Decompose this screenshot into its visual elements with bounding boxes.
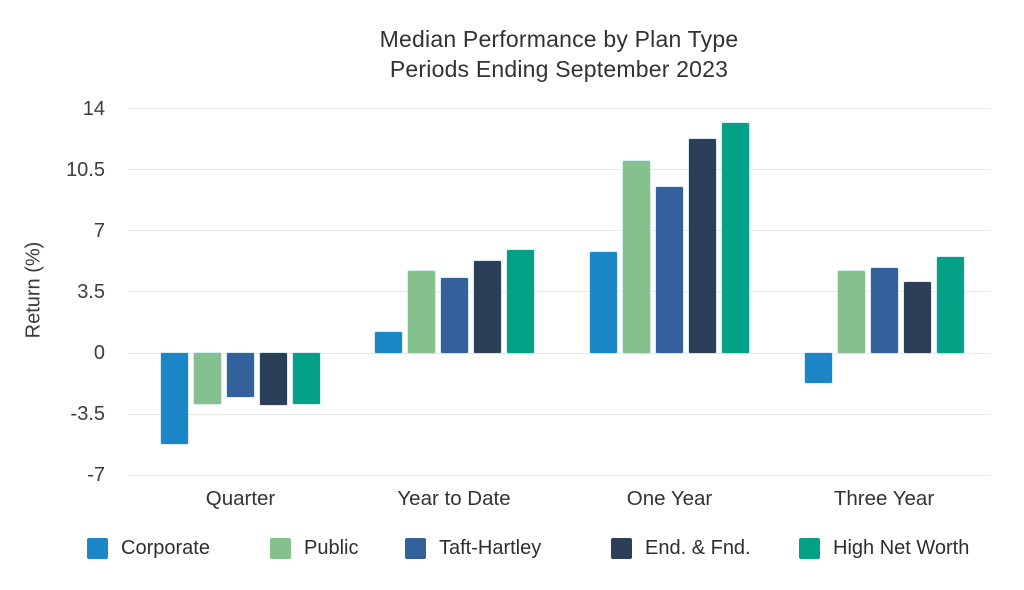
bar-high-net-worth-one-year <box>722 122 749 353</box>
x-category-label-one-year: One Year <box>626 487 713 510</box>
bar-public-quarter <box>194 353 221 404</box>
bar-end-fnd-quarter <box>260 353 287 406</box>
bar-corporate-three-year <box>804 353 832 383</box>
bar-public-three-year <box>837 271 865 353</box>
bar-taft-hartley-three-year <box>870 267 898 353</box>
legend-label-taft-hartley: Taft-Hartley <box>439 537 542 559</box>
legend-label-end-fnd: End. & Fnd. <box>645 537 751 559</box>
bar-corporate-year-to-date <box>374 332 402 353</box>
chart-title: Median Performance by Plan Type <box>379 26 739 52</box>
bar-corporate-one-year <box>590 251 617 353</box>
x-category-label-three-year: Three Year <box>833 487 935 510</box>
y-tick-label: 7 <box>93 219 105 242</box>
bar-taft-hartley-year-to-date <box>440 278 468 353</box>
y-tick-label: -7 <box>87 464 105 486</box>
legend-item-corporate: Corporate <box>87 537 210 560</box>
legend-label-high-net-worth: High Net Worth <box>833 537 970 559</box>
bar-end-fnd-three-year <box>903 281 931 353</box>
y-tick-label: 0 <box>93 342 105 364</box>
legend-swatch-public-icon <box>270 538 291 559</box>
legend-swatch-end-fnd-icon <box>611 538 632 559</box>
bar-end-fnd-one-year <box>689 138 716 353</box>
bar-public-year-to-date <box>407 271 435 353</box>
gridline-10.5 <box>128 169 990 171</box>
gridline-14 <box>128 108 990 110</box>
legend-item-taft-hartley: Taft-Hartley <box>405 537 541 560</box>
legend-item-end-fnd: End. & Fnd. <box>611 537 751 560</box>
legend-label-corporate: Corporate <box>121 537 210 559</box>
gridline-7 <box>128 230 990 232</box>
bar-high-net-worth-quarter <box>293 353 320 404</box>
bar-public-one-year <box>623 161 650 353</box>
bar-taft-hartley-one-year <box>656 187 683 353</box>
y-tick-label: 10.5 <box>66 158 105 181</box>
plot-area <box>128 108 990 476</box>
y-tick-label: 14 <box>82 97 105 120</box>
bar-end-fnd-year-to-date <box>473 260 501 353</box>
chart-subtitle: Periods Ending September 2023 <box>389 56 729 82</box>
y-tick-label: -3.5 <box>70 403 105 425</box>
x-category-label-quarter: Quarter <box>205 487 276 510</box>
legend-swatch-corporate-icon <box>87 538 108 559</box>
gridline--7 <box>128 474 990 476</box>
x-category-label-year-to-date: Year to Date <box>397 487 511 510</box>
gridline--3.5 <box>128 413 990 415</box>
y-tick-label: 3.5 <box>77 280 105 303</box>
legend-item-high-net-worth: High Net Worth <box>799 537 969 560</box>
legend-swatch-high-net-worth-icon <box>799 538 820 559</box>
gridline-3.5 <box>128 291 990 293</box>
bar-taft-hartley-quarter <box>227 353 254 397</box>
legend-label-public: Public <box>304 537 359 559</box>
legend-item-public: Public <box>270 537 358 560</box>
bar-high-net-worth-three-year <box>936 257 964 353</box>
bar-high-net-worth-year-to-date <box>506 250 534 353</box>
gridline-0 <box>128 352 990 354</box>
legend-swatch-taft-hartley-icon <box>405 538 426 559</box>
bar-corporate-quarter <box>161 353 188 444</box>
